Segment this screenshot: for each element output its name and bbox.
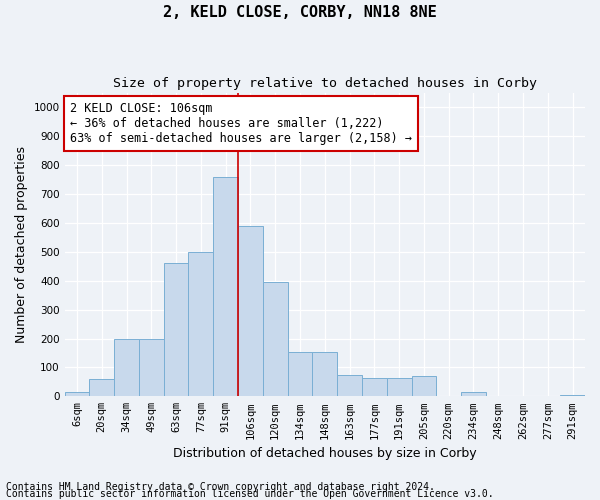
Bar [313, 352, 337, 397]
Bar [263, 282, 287, 397]
Text: Contains public sector information licensed under the Open Government Licence v3: Contains public sector information licen… [6, 489, 494, 499]
Bar [65, 392, 89, 396]
Bar [337, 374, 362, 396]
Y-axis label: Number of detached properties: Number of detached properties [15, 146, 28, 343]
Bar [412, 376, 436, 396]
Bar [362, 378, 387, 396]
Bar [164, 264, 188, 396]
Bar [560, 395, 585, 396]
Text: 2 KELD CLOSE: 106sqm
← 36% of detached houses are smaller (1,222)
63% of semi-de: 2 KELD CLOSE: 106sqm ← 36% of detached h… [70, 102, 412, 145]
Bar [213, 177, 238, 396]
Title: Size of property relative to detached houses in Corby: Size of property relative to detached ho… [113, 78, 537, 90]
Bar [89, 379, 114, 396]
Bar [238, 226, 263, 396]
Bar [287, 352, 313, 397]
Bar [139, 338, 164, 396]
Text: 2, KELD CLOSE, CORBY, NN18 8NE: 2, KELD CLOSE, CORBY, NN18 8NE [163, 5, 437, 20]
Bar [188, 252, 213, 396]
Text: Contains HM Land Registry data © Crown copyright and database right 2024.: Contains HM Land Registry data © Crown c… [6, 482, 435, 492]
Bar [114, 338, 139, 396]
Bar [387, 378, 412, 396]
X-axis label: Distribution of detached houses by size in Corby: Distribution of detached houses by size … [173, 447, 476, 460]
Bar [461, 392, 486, 396]
